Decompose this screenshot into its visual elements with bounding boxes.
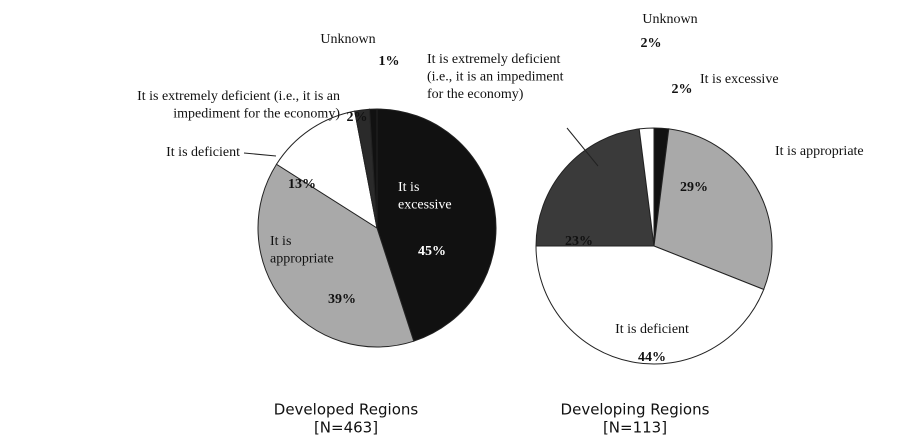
slice-label: Unknown [320,32,375,47]
pie-slice [376,108,497,342]
slice-label: It is deficient [615,322,689,337]
pie-slice [535,245,765,365]
chart-title: Developed Regions [274,401,419,419]
value-label: 23% [565,234,593,249]
value-label: 45% [418,244,446,259]
value-label: 2% [347,110,368,125]
chart-subtitle: [N=463] [314,419,378,437]
pie-slice [535,128,655,247]
pie-slice [638,127,655,247]
value-label: 2% [672,82,693,97]
value-label: 13% [288,177,316,192]
pie-slice [257,163,415,348]
chart-title: Developing Regions [561,401,710,419]
value-label: 2% [641,36,662,51]
value-label: 29% [680,180,708,195]
pie-slice [653,128,773,291]
value-label: 39% [328,292,356,307]
pie-slice [368,108,378,229]
slice-label: It is appropriate [775,144,864,159]
slice-label: It is extremely deficient (i.e., it is a… [137,89,340,122]
leader-line [243,152,277,157]
slice-label: It is excessive [700,72,779,87]
slice-label: It is appropriate [270,234,334,267]
slice-label: Unknown [642,12,697,27]
chart-subtitle: [N=113] [603,419,667,437]
value-label: 44% [638,350,666,365]
value-label: 1% [379,54,400,69]
slice-label: It is deficient [166,145,240,160]
slice-label: It is extremely deficient (i.e., it is an… [427,52,564,102]
leader-line [566,127,599,167]
pie-slice [275,110,378,230]
slice-label: It is excessive [398,180,452,213]
